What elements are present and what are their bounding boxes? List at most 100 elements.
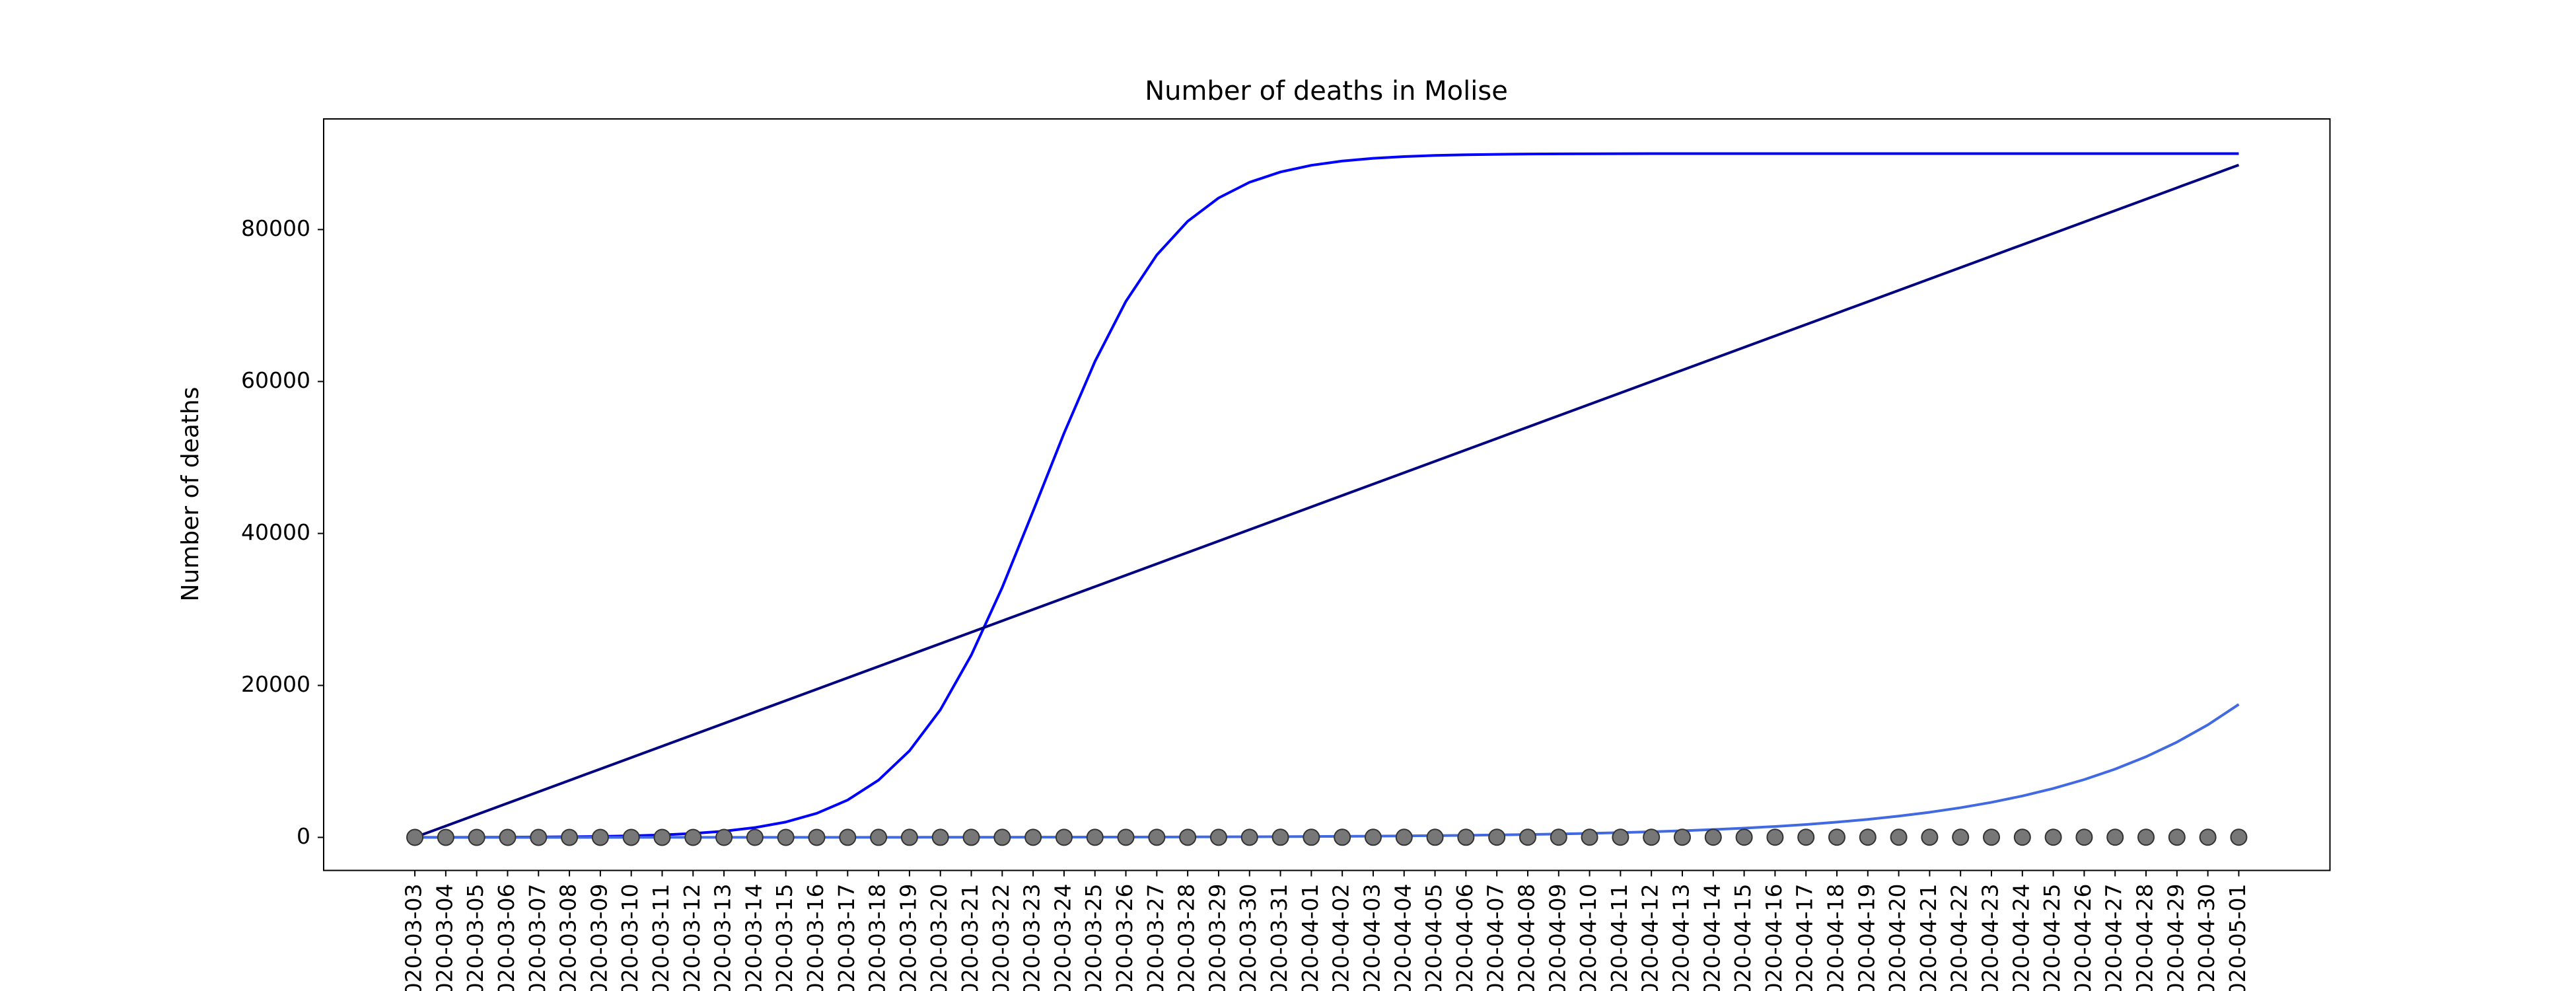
x-tick-label: 2020-03-31: [1266, 884, 1292, 991]
data-point: [2075, 828, 2093, 846]
x-tick-label: 2020-03-12: [679, 884, 705, 991]
data-point: [1179, 828, 1197, 846]
data-point: [1086, 828, 1104, 846]
x-tick-label: 2020-04-11: [1606, 884, 1632, 991]
data-point: [808, 828, 826, 846]
x-tick-label: 2020-03-19: [895, 884, 921, 991]
x-tick-label: 2020-04-17: [1792, 884, 1818, 991]
plot-frame: [323, 118, 2331, 871]
x-tick-label: 2020-04-22: [1947, 884, 1972, 991]
x-tick-label: 2020-03-15: [771, 884, 797, 991]
y-tick-label: 40000: [241, 519, 310, 545]
data-point: [1426, 828, 1444, 846]
data-point: [622, 828, 640, 846]
data-point: [1704, 828, 1722, 846]
data-point: [653, 828, 671, 846]
x-tick-label: 2020-04-18: [1822, 884, 1848, 991]
x-tick-label: 2020-04-07: [1483, 884, 1509, 991]
data-point: [591, 828, 609, 846]
data-point: [1797, 828, 1815, 846]
series-line: [414, 163, 2240, 839]
x-tick-label: 2020-04-13: [1668, 884, 1694, 991]
x-tick-label: 2020-04-26: [2070, 884, 2096, 991]
data-point: [1581, 828, 1598, 846]
data-point: [962, 828, 980, 846]
x-tick-label: 2020-04-14: [1699, 884, 1725, 991]
x-tick-label: 2020-03-09: [586, 884, 612, 991]
data-point: [2168, 828, 2186, 846]
x-tick-label: 2020-03-03: [401, 884, 427, 991]
x-tick-label: 2020-03-08: [555, 884, 581, 991]
data-point: [1395, 828, 1413, 846]
x-tick-label: 2020-03-04: [431, 884, 457, 991]
x-tick-label: 2020-03-28: [1174, 884, 1199, 991]
x-tick-label: 2020-03-16: [803, 884, 828, 991]
chart-title: Number of deaths in Molise: [1145, 76, 1508, 106]
data-point: [530, 828, 548, 846]
x-tick-label: 2020-03-20: [926, 884, 952, 991]
y-axis-label: Number of deaths: [177, 387, 204, 602]
x-tick-label: 2020-03-24: [1050, 884, 1075, 991]
x-tick-label: 2020-03-21: [957, 884, 983, 991]
data-point: [1303, 828, 1320, 846]
data-point: [1055, 828, 1073, 846]
data-point: [1735, 828, 1753, 846]
data-point: [1859, 828, 1877, 846]
data-point: [1024, 828, 1042, 846]
x-tick-label: 2020-04-02: [1328, 884, 1354, 991]
x-tick-label: 2020-03-26: [1112, 884, 1137, 991]
data-point: [1334, 828, 1351, 846]
data-point: [2106, 828, 2124, 846]
y-tick-label: 60000: [241, 367, 310, 393]
data-point: [2013, 828, 2031, 846]
data-point: [1952, 828, 1970, 846]
x-tick-label: 2020-04-05: [1421, 884, 1447, 991]
data-point: [437, 828, 454, 846]
x-tick-label: 2020-03-27: [1143, 884, 1168, 991]
x-tick-label: 2020-04-25: [2039, 884, 2065, 991]
data-point: [1148, 828, 1166, 846]
data-point: [715, 828, 733, 846]
data-point: [1766, 828, 1784, 846]
data-point: [468, 828, 485, 846]
x-tick-label: 2020-04-28: [2132, 884, 2158, 991]
x-tick-label: 2020-03-10: [617, 884, 643, 991]
data-point: [1921, 828, 1939, 846]
data-point: [777, 828, 795, 846]
x-tick-label: 2020-04-30: [2194, 884, 2219, 991]
data-point: [2230, 828, 2248, 846]
x-tick-label: 2020-04-10: [1575, 884, 1601, 991]
data-point: [1271, 828, 1289, 846]
data-point: [1550, 828, 1567, 846]
data-point: [870, 828, 888, 846]
data-point: [2137, 828, 2155, 846]
y-tick-label: 0: [297, 823, 310, 849]
x-tick-label: 2020-03-07: [524, 884, 550, 991]
data-point: [2199, 828, 2217, 846]
x-tick-label: 2020-04-19: [1853, 884, 1879, 991]
y-tick-label: 20000: [241, 671, 310, 697]
x-tick-label: 2020-05-01: [2225, 884, 2250, 991]
x-tick-label: 2020-04-03: [1359, 884, 1384, 991]
x-tick-label: 2020-04-06: [1452, 884, 1478, 991]
x-tick-label: 2020-03-29: [1204, 884, 1230, 991]
data-point: [746, 828, 764, 846]
x-tick-label: 2020-03-17: [834, 884, 859, 991]
x-tick-label: 2020-03-13: [710, 884, 736, 991]
data-point: [2044, 828, 2062, 846]
data-point: [1983, 828, 2001, 846]
x-tick-label: 2020-04-12: [1637, 884, 1663, 991]
data-point: [1209, 828, 1227, 846]
y-tick-label: 80000: [241, 215, 310, 241]
data-point: [1488, 828, 1506, 846]
x-tick-label: 2020-03-06: [493, 884, 519, 991]
x-tick-label: 2020-04-29: [2163, 884, 2188, 991]
x-tick-label: 2020-03-18: [865, 884, 890, 991]
x-tick-label: 2020-04-20: [1884, 884, 1910, 991]
data-point: [1828, 828, 1845, 846]
data-point: [561, 828, 579, 846]
data-point: [499, 828, 517, 846]
x-tick-label: 2020-04-27: [2101, 884, 2127, 991]
